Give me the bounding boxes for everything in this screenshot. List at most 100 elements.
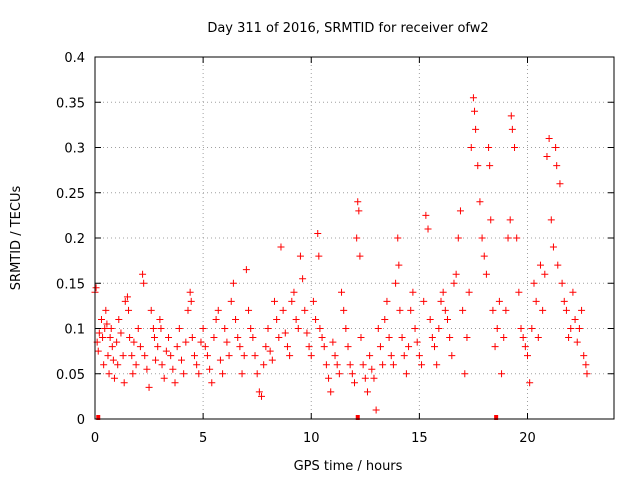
data-point	[100, 361, 108, 369]
data-point	[395, 261, 403, 269]
data-point	[495, 297, 503, 305]
data-point	[446, 334, 454, 342]
data-point	[374, 325, 382, 332]
data-point	[502, 306, 510, 314]
data-point	[129, 370, 137, 378]
data-point	[101, 325, 109, 332]
data-point	[575, 325, 583, 332]
data-point	[236, 343, 244, 351]
y-tick-label: 0.4	[64, 51, 85, 66]
data-point	[145, 383, 153, 391]
data-point	[322, 361, 330, 369]
data-point	[368, 365, 376, 373]
data-point	[258, 392, 266, 400]
data-point	[325, 374, 333, 382]
data-point	[253, 370, 261, 378]
data-point	[491, 343, 499, 351]
data-point	[450, 279, 458, 287]
y-axis-label: SRMTID / TECUs	[9, 186, 24, 291]
data-point	[418, 361, 426, 369]
x-tick-labels: 0 5 10 15 20	[91, 431, 536, 446]
data-point	[507, 112, 515, 120]
y-tick-label: 0.35	[56, 96, 85, 111]
x-tick-label: 10	[303, 431, 320, 446]
data-point	[530, 279, 538, 287]
data-point	[152, 356, 160, 364]
data-point	[567, 325, 575, 332]
x-axis-label: GPS time / hours	[294, 459, 403, 474]
data-point	[448, 352, 456, 360]
data-point	[396, 306, 404, 314]
data-point	[318, 334, 326, 342]
data-point	[178, 356, 185, 364]
data-point	[104, 352, 112, 360]
data-point	[469, 94, 477, 102]
data-point	[175, 325, 183, 332]
data-point	[114, 361, 122, 369]
data-point	[422, 211, 430, 219]
data-point	[316, 325, 324, 332]
data-point	[208, 379, 216, 387]
data-point	[117, 329, 125, 337]
data-point	[165, 334, 173, 342]
data-point	[108, 343, 116, 351]
data-point	[398, 334, 406, 342]
data-point	[361, 374, 369, 382]
data-point	[407, 306, 415, 314]
data-point	[582, 361, 590, 369]
data-point	[187, 297, 195, 305]
data-point	[188, 334, 196, 342]
data-point	[331, 352, 339, 360]
data-point	[115, 315, 123, 323]
data-point	[474, 162, 482, 170]
data-point	[197, 338, 205, 346]
data-point	[312, 315, 320, 323]
data-point	[560, 297, 568, 305]
data-point	[338, 288, 346, 296]
data-point	[206, 365, 214, 373]
data-point	[225, 352, 233, 360]
data-point	[356, 252, 364, 260]
data-point	[571, 315, 579, 323]
y-tick-label: 0	[77, 413, 85, 428]
data-point	[102, 306, 110, 314]
data-point	[342, 325, 350, 332]
data-point	[141, 352, 149, 360]
data-point	[210, 334, 218, 342]
data-point	[143, 365, 151, 373]
data-point	[264, 325, 272, 332]
data-point	[405, 343, 413, 351]
data-point	[489, 306, 497, 314]
data-point	[167, 352, 175, 360]
data-point	[500, 334, 508, 342]
data-point	[120, 379, 128, 387]
data-point	[296, 252, 304, 260]
data-point	[385, 334, 393, 342]
data-point	[180, 370, 188, 378]
data-point	[340, 306, 348, 314]
data-point	[354, 198, 362, 206]
data-point	[508, 125, 516, 133]
data-point	[517, 325, 525, 332]
data-point	[103, 320, 111, 328]
data-point	[125, 306, 133, 314]
data-points	[91, 94, 591, 414]
data-point	[150, 334, 158, 342]
data-point	[583, 370, 591, 378]
data-point	[459, 306, 467, 314]
data-point	[270, 297, 278, 305]
data-point	[140, 279, 148, 287]
data-point	[251, 352, 259, 360]
data-point	[229, 279, 237, 287]
data-point	[565, 334, 573, 342]
data-point	[554, 261, 562, 269]
data-point	[536, 261, 544, 269]
data-point	[245, 306, 253, 314]
data-point	[139, 270, 147, 278]
data-point	[553, 162, 561, 170]
data-point	[281, 329, 289, 337]
data-point	[351, 379, 358, 387]
data-point	[242, 266, 250, 274]
data-point	[381, 315, 389, 323]
data-point	[132, 361, 140, 369]
